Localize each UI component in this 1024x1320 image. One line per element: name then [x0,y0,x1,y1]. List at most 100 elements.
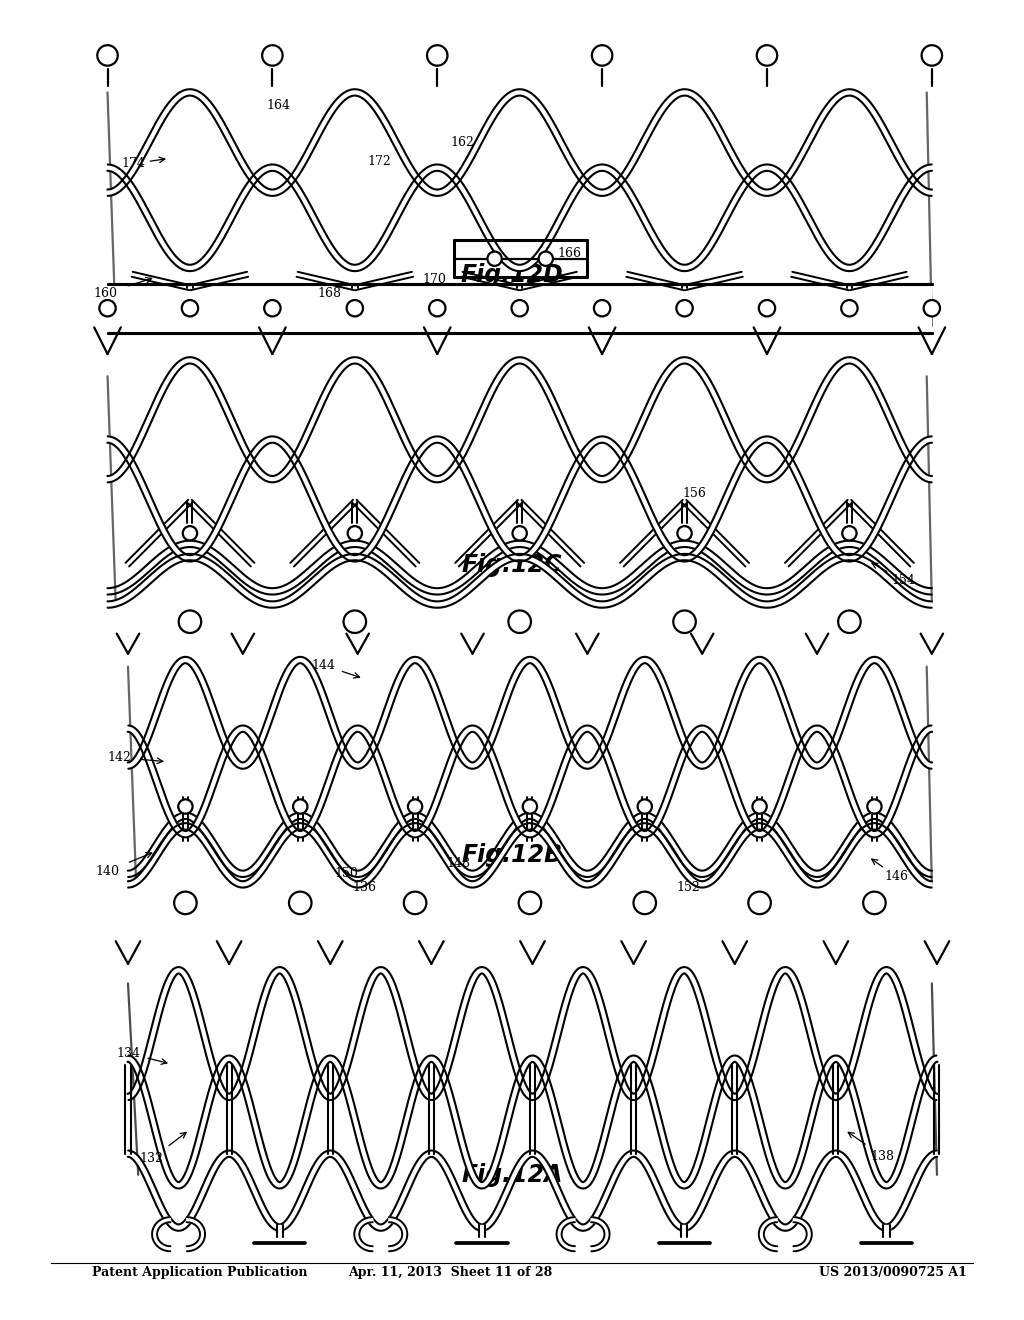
Text: Patent Application Publication: Patent Application Publication [92,1266,307,1279]
Polygon shape [127,968,938,1100]
Polygon shape [935,1065,939,1154]
Polygon shape [352,284,357,288]
Polygon shape [189,272,248,290]
Polygon shape [128,824,932,887]
Circle shape [757,45,777,66]
Polygon shape [276,1225,283,1237]
Circle shape [99,300,116,317]
Polygon shape [186,1217,205,1251]
Text: 160: 160 [93,286,118,300]
Polygon shape [684,272,742,290]
Polygon shape [108,541,932,594]
Polygon shape [518,500,584,566]
Polygon shape [429,1065,434,1154]
Circle shape [289,891,311,915]
Circle shape [592,45,612,66]
Circle shape [922,45,942,66]
Circle shape [408,800,422,813]
Text: Fig.12A: Fig.12A [462,1163,562,1187]
Polygon shape [479,1225,485,1237]
Polygon shape [413,797,418,841]
Polygon shape [108,554,932,607]
Polygon shape [328,1065,333,1154]
Circle shape [523,800,538,813]
Polygon shape [128,657,932,768]
Text: US 2013/0090725 A1: US 2013/0090725 A1 [819,1266,967,1279]
Circle shape [749,891,771,915]
Polygon shape [642,797,647,841]
Polygon shape [631,1065,636,1154]
FancyBboxPatch shape [108,284,932,333]
Text: 134: 134 [116,1047,140,1060]
Text: 146: 146 [884,870,908,883]
Text: Fig.12C: Fig.12C [462,553,562,577]
Text: 132: 132 [139,1152,164,1166]
Polygon shape [871,797,877,841]
Circle shape [347,527,362,540]
Polygon shape [530,1065,535,1154]
Circle shape [509,610,531,634]
Polygon shape [681,1225,687,1237]
Circle shape [678,527,692,540]
Polygon shape [108,90,932,195]
Text: 164: 164 [266,99,291,112]
Circle shape [594,300,610,317]
Circle shape [182,527,197,540]
Polygon shape [128,1151,937,1230]
Polygon shape [187,284,193,288]
Circle shape [513,527,527,540]
Text: 142: 142 [108,751,132,764]
Polygon shape [517,502,522,523]
Polygon shape [456,500,521,566]
Circle shape [403,891,426,915]
Polygon shape [759,1217,777,1251]
Text: 148: 148 [446,857,471,870]
Text: 154: 154 [891,574,915,587]
Circle shape [174,891,197,915]
Polygon shape [462,272,520,290]
Polygon shape [108,165,932,271]
Polygon shape [352,502,357,523]
Text: 166: 166 [557,247,582,260]
Polygon shape [621,500,686,566]
Polygon shape [126,500,191,566]
Polygon shape [557,1217,574,1251]
Circle shape [262,45,283,66]
Circle shape [264,300,281,317]
Circle shape [539,252,553,265]
Text: 170: 170 [422,273,446,286]
Text: 136: 136 [352,880,377,894]
Polygon shape [527,797,532,841]
Polygon shape [128,813,932,876]
Circle shape [512,300,528,317]
Text: 162: 162 [451,136,475,149]
Polygon shape [126,1065,130,1154]
Text: 138: 138 [870,1150,895,1163]
Text: Fig.12B: Fig.12B [462,843,562,867]
Circle shape [867,800,882,813]
Polygon shape [884,1225,890,1237]
Polygon shape [298,797,303,841]
Polygon shape [732,1065,737,1154]
Polygon shape [183,797,188,841]
Circle shape [178,610,201,634]
Polygon shape [848,500,913,566]
Circle shape [346,300,362,317]
Polygon shape [785,500,851,566]
Polygon shape [517,284,522,288]
Text: Fig.12D: Fig.12D [461,263,563,286]
Circle shape [293,800,307,813]
Polygon shape [847,284,852,288]
Circle shape [753,800,767,813]
Text: 140: 140 [95,865,120,878]
Polygon shape [834,1065,839,1154]
Polygon shape [389,1217,408,1251]
Circle shape [97,45,118,66]
Text: 144: 144 [311,659,336,672]
Circle shape [487,252,502,265]
Circle shape [429,300,445,317]
Polygon shape [627,272,685,290]
Polygon shape [792,272,850,290]
Circle shape [343,610,367,634]
Polygon shape [794,1217,812,1251]
